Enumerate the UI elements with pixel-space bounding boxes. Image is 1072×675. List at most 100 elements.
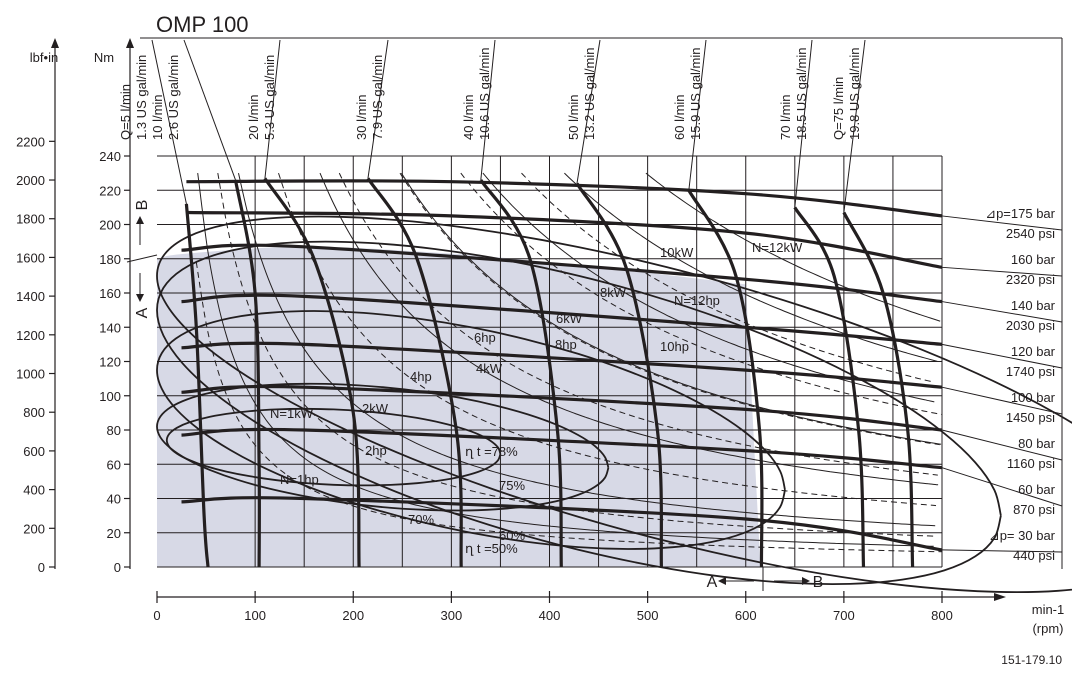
y-tick-label: 0: [114, 560, 121, 575]
pressure-bar-label: 160 bar: [1011, 252, 1056, 267]
flow-line: [366, 177, 463, 568]
flow-line: [575, 182, 663, 568]
vert-separator: [126, 254, 158, 263]
y-tick-label: 80: [107, 423, 121, 438]
arrow-b-head: [802, 577, 810, 585]
pressure-line: [181, 427, 943, 470]
flow-lmin-label: 10 l/min: [150, 94, 165, 140]
labels: N=1kW 2kW 4kW 6kW 8kW 10kW N=12kW N=1hp 2hp 4hp 6h…: [126, 216, 810, 591]
y-alt-tick-label: 800: [23, 405, 45, 420]
flow-lmin-label: 40 l/min: [461, 94, 476, 140]
pressure-psi-label: 1160 psi: [1007, 456, 1055, 471]
power-hp-curve: [338, 172, 938, 476]
x-tick-label: 0: [153, 608, 160, 623]
flow-lmin-label: 20 l/min: [246, 94, 261, 140]
x-tick-label: 500: [637, 608, 659, 623]
power-kw-label: 8kW: [600, 285, 627, 300]
flow-lmin-label: Q=75 l/min: [831, 77, 846, 140]
x-tick-label: 600: [735, 608, 757, 623]
pressure-line: [181, 293, 943, 346]
power-hp-label: N=12hp: [674, 293, 720, 308]
arrow-a-vert-head: [136, 294, 144, 302]
y-alt-tick-label: 1000: [16, 367, 45, 382]
y-tick-label: 200: [99, 218, 121, 233]
flow-lmin-label: 50 l/min: [566, 94, 581, 140]
pressure-leader: [941, 266, 1063, 277]
flow-line: [842, 211, 915, 568]
pressure-psi-label: 870 psi: [1013, 502, 1055, 517]
pressure-leader: [941, 467, 1063, 507]
power-hp-curve: [195, 262, 943, 553]
x-tick-label: 800: [931, 608, 953, 623]
pressure-psi-label: 1450 psi: [1006, 410, 1055, 425]
power-hp-curve: [521, 172, 934, 383]
power-kw-curve: [319, 172, 939, 486]
x-tick-label: 700: [833, 608, 855, 623]
x-axis-arrow: [994, 593, 1006, 601]
flow-us-label: 13.2 US gal/min: [582, 48, 597, 141]
y-axis-label: Nm: [94, 50, 114, 65]
flow-us-label: 2.6 US gal/min: [166, 55, 181, 140]
power-kw-curve: [197, 173, 934, 547]
direction-label-b: B: [813, 574, 824, 591]
pressure-leader: [941, 301, 1063, 323]
flow-leader: [183, 39, 236, 181]
y-tick-label: 140: [99, 320, 121, 335]
efficiency-label: ղ t =78%: [465, 444, 518, 459]
flow-leader: [794, 39, 813, 208]
power-hp-label: 6hp: [474, 330, 496, 345]
flow-us-label: 19.8 US gal/min: [847, 48, 862, 141]
power-kw-label: N=1kW: [270, 406, 314, 421]
pressure-lines: ⊿p=175 bar 2540 psi 160 bar 2320 psi 140 bar…: [181, 179, 1063, 563]
pressure-psi-label: 2540 psi: [1006, 226, 1055, 241]
flow-lmin-label: Q=5 l/min: [118, 84, 133, 140]
flow-us-label: 15.9 US gal/min: [688, 48, 703, 141]
arrow-a-head: [718, 577, 726, 585]
pressure-line: [181, 243, 943, 304]
flow-leader: [843, 39, 866, 213]
flow-leader: [151, 39, 187, 205]
y-alt-tick-label: 2000: [16, 173, 45, 188]
flow-us-label: 18.5 US gal/min: [794, 48, 809, 141]
y-axis-nm-arrow: [126, 38, 134, 48]
flow-us-label: 1.3 US gal/min: [134, 55, 149, 140]
pressure-bar-label: 100 bar: [1011, 390, 1056, 405]
efficiency-label: 70%: [408, 512, 434, 527]
power-hp-label: 4hp: [410, 369, 432, 384]
pressure-bar-label: 140 bar: [1011, 298, 1056, 313]
efficiency-78: [165, 407, 502, 487]
arrow-b-vert-head: [136, 216, 144, 224]
x-tick-label: 200: [342, 608, 364, 623]
power-hp-label: 10hp: [660, 339, 689, 354]
pressure-psi-label: 440 psi: [1013, 548, 1055, 563]
flow-line: [233, 179, 261, 568]
pressure-line: [186, 210, 943, 269]
direction-label-b-vertical: B: [134, 200, 151, 211]
pressure-psi-label: 2030 psi: [1006, 318, 1055, 333]
y-axis-lbf-arrow: [51, 38, 59, 48]
direction-label-a: A: [707, 574, 718, 591]
power-kw-label: 4kW: [476, 361, 503, 376]
flow-leader: [480, 39, 496, 181]
pressure-leader: [941, 386, 1063, 415]
power-kw-curve: [400, 172, 942, 445]
y-alt-tick-label: 1400: [16, 289, 45, 304]
flow-leader: [264, 39, 281, 179]
power-hp-label: N=1hp: [280, 472, 319, 487]
flow-line: [479, 179, 563, 568]
x-tick-label: 400: [539, 608, 561, 623]
power-hp-curve: [217, 173, 935, 537]
power-hp-label: 8hp: [555, 337, 577, 352]
pressure-bar-label: 80 bar: [1018, 436, 1056, 451]
efficiency-label: 75%: [499, 478, 525, 493]
x-axis-label-rpm: (rpm): [1032, 621, 1063, 636]
y-alt-tick-label: 600: [23, 444, 45, 459]
y-tick-label: 160: [99, 286, 121, 301]
efficiency-70: [156, 310, 786, 550]
y-alt-tick-label: 1800: [16, 212, 45, 227]
flow-line: [263, 177, 361, 568]
x-tick-label: 100: [244, 608, 266, 623]
y-tick-label: 20: [107, 526, 121, 541]
x-tick-label: 300: [441, 608, 463, 623]
